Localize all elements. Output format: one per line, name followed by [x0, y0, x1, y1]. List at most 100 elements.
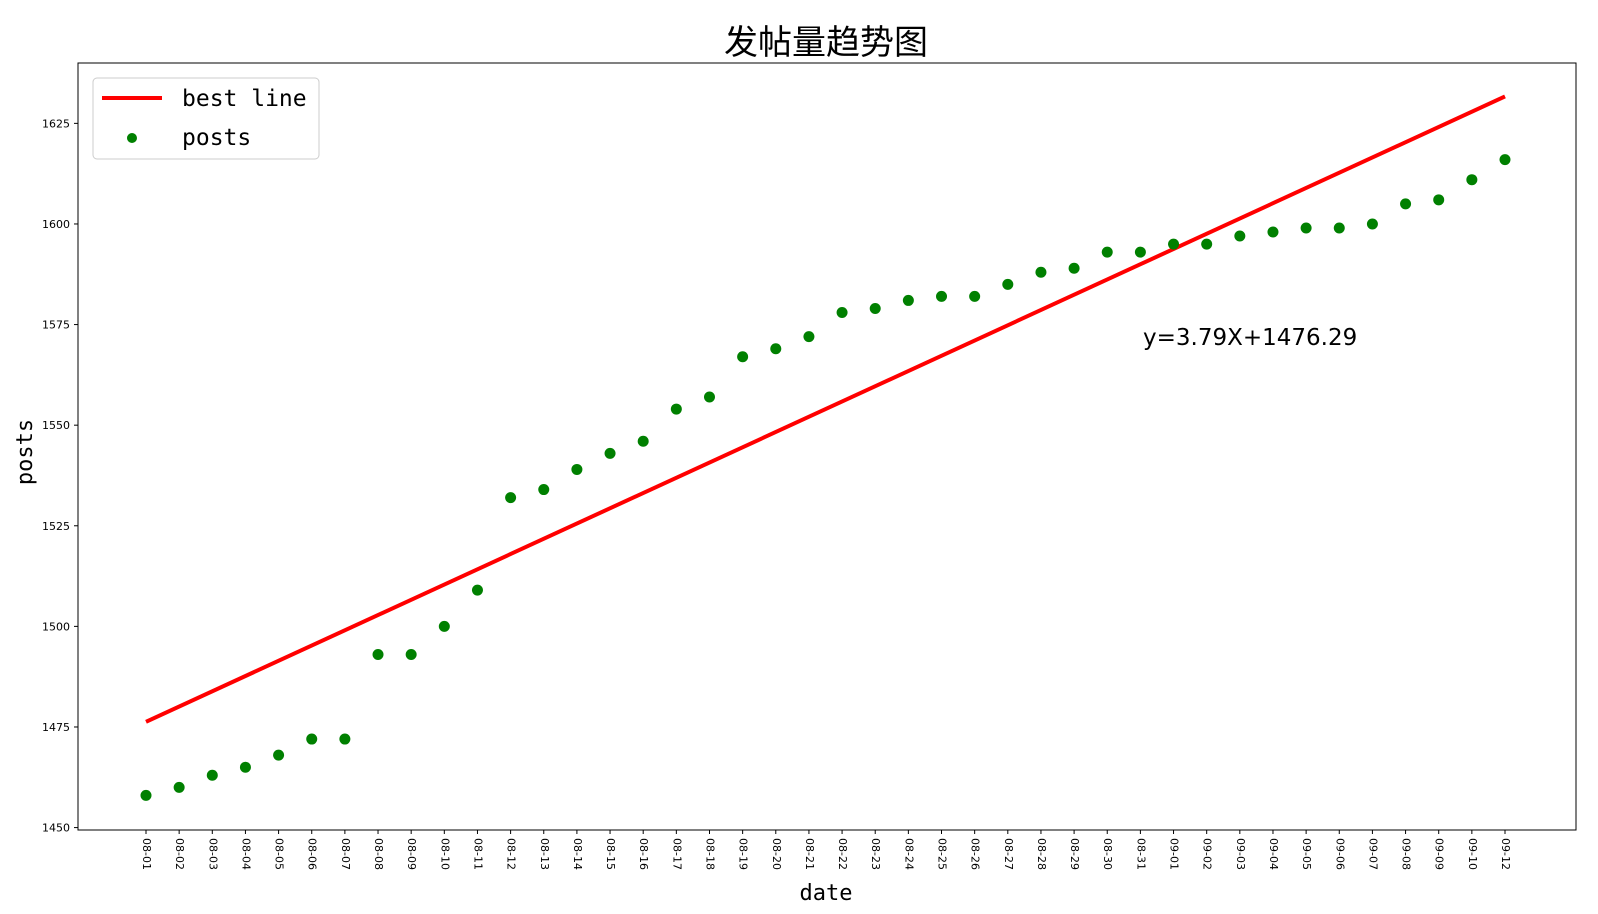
data-point-09-10 — [1466, 174, 1478, 186]
data-point-08-15 — [604, 447, 616, 459]
data-point-08-19 — [737, 351, 749, 363]
data-point-09-02 — [1201, 238, 1213, 250]
legend-best-line-label: best line — [182, 86, 307, 112]
chart-title: 发帖量趋势图 — [724, 23, 928, 63]
data-point-09-12 — [1499, 154, 1511, 166]
data-point-08-10 — [438, 620, 450, 632]
data-point-08-24 — [902, 294, 914, 306]
y-tick-label: 1550 — [42, 419, 70, 432]
x-tick-label: 08-26 — [969, 838, 982, 870]
x-tick-label: 08-08 — [372, 838, 385, 870]
x-tick-label: 08-14 — [571, 838, 584, 870]
x-tick-label: 08-25 — [936, 838, 949, 870]
x-tick-label: 08-22 — [836, 838, 849, 870]
data-point-09-06 — [1333, 222, 1345, 234]
x-tick-label: 08-16 — [637, 838, 650, 870]
x-tick-label: 08-31 — [1134, 838, 1147, 870]
data-point-09-08 — [1400, 198, 1412, 210]
x-tick-label: 08-11 — [471, 838, 484, 870]
x-tick-label: 09-06 — [1333, 838, 1346, 870]
data-point-08-07 — [339, 733, 351, 745]
x-tick-label: 08-01 — [140, 838, 153, 870]
x-tick-label: 08-28 — [1035, 838, 1048, 870]
data-point-08-06 — [306, 733, 318, 745]
x-tick-label: 08-07 — [339, 838, 352, 870]
data-point-08-22 — [836, 306, 848, 318]
x-tick-label: 08-15 — [604, 838, 617, 870]
data-point-09-07 — [1366, 218, 1378, 230]
x-tick-label: 08-23 — [869, 838, 882, 870]
best-line-layer — [145, 94, 1506, 724]
x-tick-label: 08-12 — [505, 838, 518, 870]
data-point-08-29 — [1068, 262, 1080, 274]
x-tick-label: 09-10 — [1466, 838, 1479, 870]
data-point-08-18 — [703, 391, 715, 403]
x-tick-label: 08-24 — [902, 838, 915, 870]
data-point-09-01 — [1168, 238, 1180, 250]
data-point-08-12 — [505, 492, 517, 504]
data-point-08-31 — [1134, 246, 1146, 258]
data-point-09-04 — [1267, 226, 1279, 238]
data-point-08-01 — [140, 789, 152, 801]
data-point-08-11 — [471, 584, 483, 596]
data-point-08-14 — [571, 463, 583, 475]
y-tick-label: 1575 — [42, 319, 70, 332]
data-point-08-04 — [239, 761, 251, 773]
data-point-08-30 — [1101, 246, 1113, 258]
data-point-08-27 — [1002, 278, 1014, 290]
x-tick-label: 09-02 — [1201, 838, 1214, 870]
x-axis-label: date — [800, 881, 853, 906]
y-axis-ticks: 1450 1475 1500 1525 1550 1575 1600 1625 — [42, 117, 78, 835]
x-tick-label: 09-01 — [1168, 838, 1181, 870]
data-point-08-25 — [936, 290, 948, 302]
data-point-08-03 — [206, 769, 218, 781]
fit-equation-annotation: y=3.79X+1476.29 — [1143, 325, 1357, 351]
x-axis-ticks: 08-01 08-02 08-03 08-04 08-05 08-06 08-07 08-08… — [140, 830, 1512, 870]
x-tick-label: 08-02 — [173, 838, 186, 870]
x-tick-label: 09-03 — [1234, 838, 1247, 870]
y-tick-label: 1475 — [42, 721, 70, 734]
data-point-08-02 — [173, 781, 185, 793]
x-tick-label: 08-19 — [737, 838, 750, 870]
y-tick-label: 1500 — [42, 620, 70, 633]
data-point-09-09 — [1433, 194, 1445, 206]
data-point-08-17 — [670, 403, 682, 415]
x-tick-label: 09-05 — [1300, 838, 1313, 870]
y-tick-label: 1625 — [42, 117, 70, 130]
y-tick-label: 1525 — [42, 520, 70, 533]
x-tick-label: 08-03 — [206, 838, 219, 870]
data-point-08-08 — [372, 649, 384, 661]
x-tick-label: 09-09 — [1433, 838, 1446, 870]
legend-posts-label: posts — [182, 125, 251, 151]
scatter-points — [140, 154, 1511, 801]
y-tick-label: 1450 — [42, 822, 70, 835]
x-tick-label: 09-08 — [1400, 838, 1413, 870]
data-point-08-09 — [405, 649, 417, 661]
x-tick-label: 08-10 — [438, 838, 451, 870]
data-point-09-03 — [1234, 230, 1246, 242]
x-tick-label: 08-18 — [703, 838, 716, 870]
y-axis-label: posts — [13, 419, 38, 485]
x-tick-label: 09-04 — [1267, 838, 1280, 870]
data-point-08-20 — [770, 343, 782, 355]
legend-posts-swatch — [127, 133, 137, 143]
x-tick-label: 08-20 — [770, 838, 783, 870]
x-tick-label: 08-27 — [1002, 838, 1015, 870]
data-point-08-16 — [637, 435, 649, 447]
x-tick-label: 08-30 — [1101, 838, 1114, 870]
data-point-08-23 — [869, 302, 881, 314]
best-fit-line — [145, 94, 1506, 724]
x-tick-label: 08-09 — [405, 838, 418, 870]
x-tick-label: 08-21 — [803, 838, 816, 870]
y-tick-label: 1600 — [42, 218, 70, 231]
legend: best line posts — [92, 77, 320, 160]
plot-frame — [77, 62, 1577, 831]
data-point-08-13 — [538, 484, 550, 496]
data-point-09-05 — [1300, 222, 1312, 234]
data-point-08-21 — [803, 331, 815, 343]
x-tick-label: 08-29 — [1068, 838, 1081, 870]
x-tick-label: 09-07 — [1366, 838, 1379, 870]
x-tick-label: 08-04 — [239, 838, 252, 870]
x-tick-label: 09-12 — [1499, 838, 1512, 870]
